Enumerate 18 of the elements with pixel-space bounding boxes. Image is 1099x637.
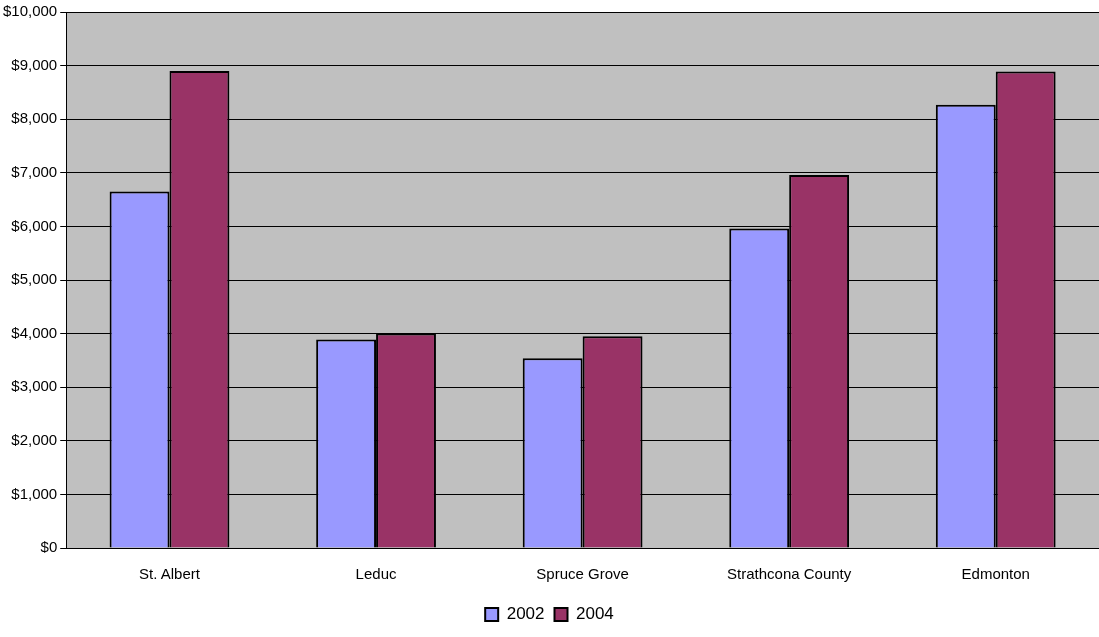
x-tick-label: St. Albert [139, 565, 201, 583]
x-tick-label: Edmonton [961, 565, 1030, 583]
y-tick-label: $1,000 [11, 484, 58, 502]
y-tick-label: $3,000 [11, 377, 58, 395]
y-tick-label: $5,000 [11, 270, 58, 288]
y-tick-label: $0 [40, 538, 58, 556]
y-tick-label: $6,000 [11, 216, 58, 234]
y-tick-label: $9,000 [11, 55, 58, 73]
x-tick-label: Strathcona County [727, 565, 852, 583]
legend-label: 2004 [576, 604, 614, 624]
legend-label: 2002 [506, 604, 545, 624]
y-tick-label: $8,000 [11, 109, 58, 127]
x-tick-label: Leduc [355, 565, 397, 583]
y-tick-label: $2,000 [11, 430, 58, 448]
y-tick-label: $7,000 [11, 162, 58, 180]
y-tick-label: $10,000 [2, 2, 58, 20]
x-tick-label: Spruce Grove [536, 565, 629, 583]
y-tick-label: $4,000 [11, 323, 58, 341]
